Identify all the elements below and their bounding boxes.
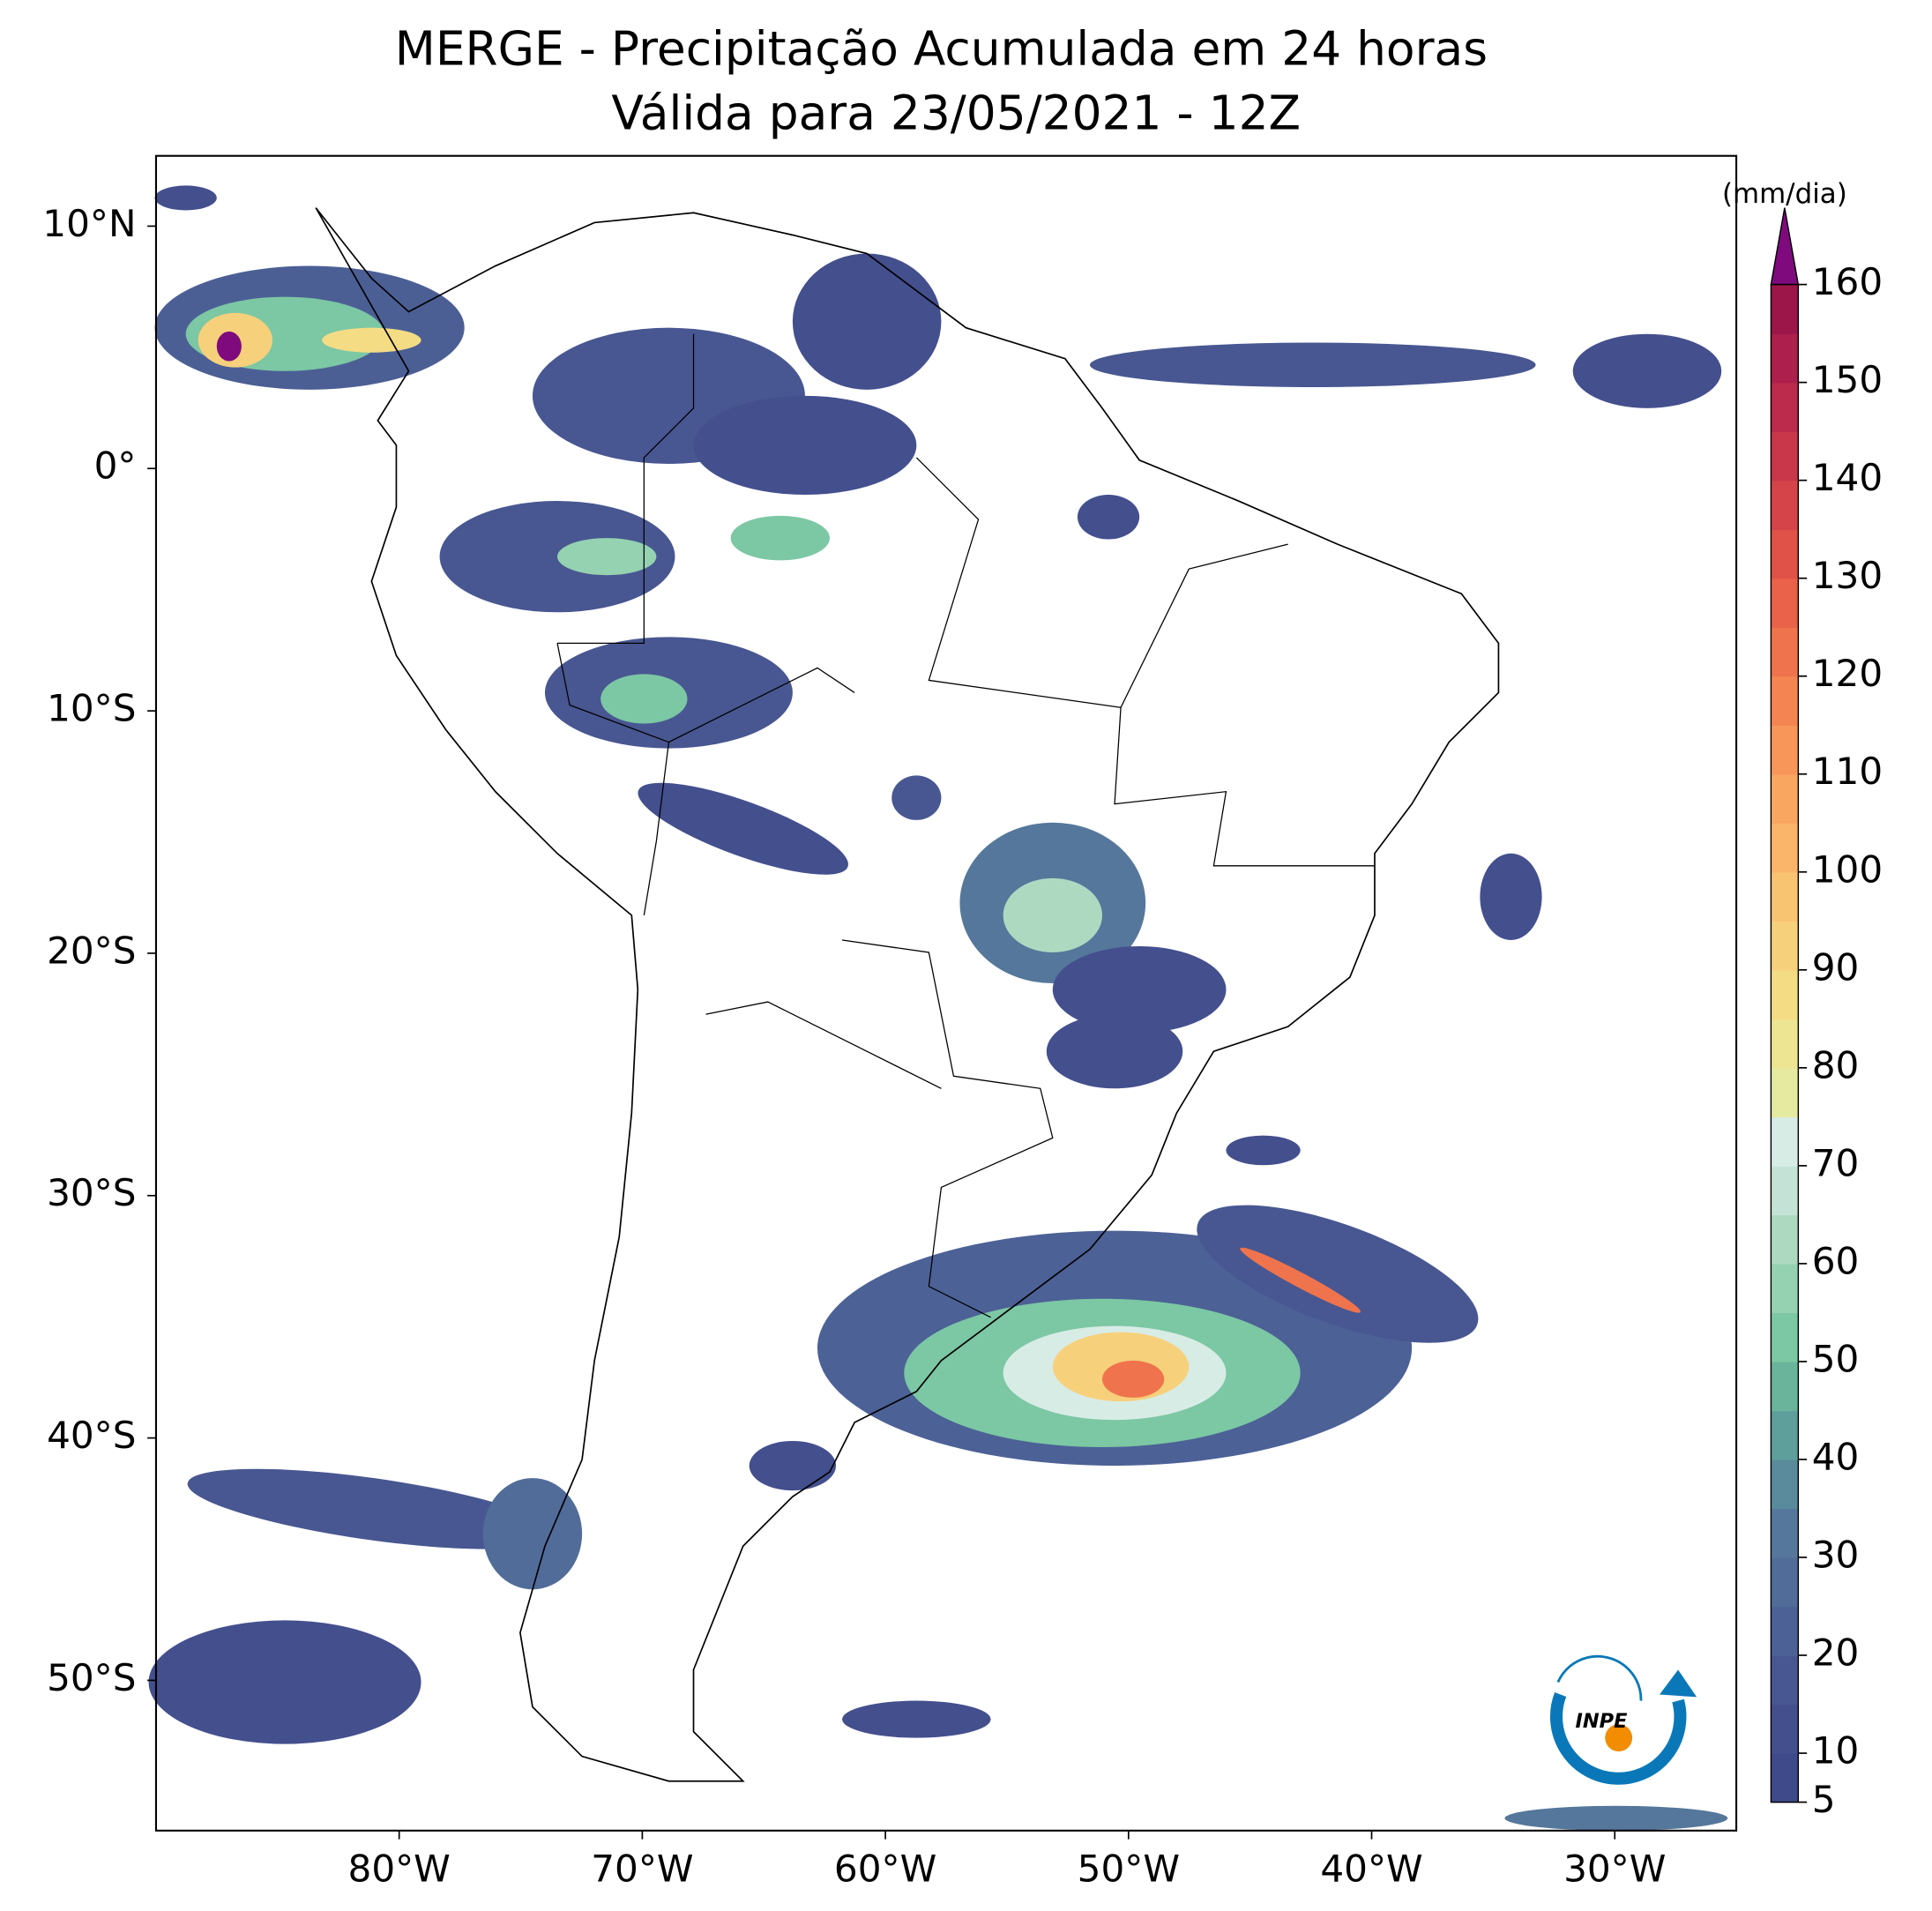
colorbar-segment (1771, 1753, 1799, 1803)
y-tick-label: 10°S (47, 687, 136, 730)
colorbar-segment (1771, 382, 1799, 432)
colorbar-segment (1771, 871, 1799, 922)
colorbar-tick-label: 100 (1812, 847, 1883, 891)
colorbar-tick-label: 140 (1812, 456, 1883, 499)
colorbar-tick-label: 90 (1812, 945, 1860, 989)
x-tick-label: 60°W (834, 1848, 936, 1891)
colorbar-tick-label: 50 (1812, 1337, 1860, 1380)
colorbar-extension (1770, 207, 1800, 286)
colorbar-segment (1771, 1508, 1799, 1558)
colorbar-tick-label: 110 (1812, 750, 1883, 793)
colorbar-tick-label: 130 (1812, 554, 1883, 597)
colorbar-segment (1771, 333, 1799, 384)
colorbar-segment (1771, 1067, 1799, 1118)
y-tick-label: 20°S (47, 929, 136, 972)
logo-text: INPE (1576, 1710, 1629, 1733)
colorbar-segment (1771, 1606, 1799, 1656)
x-tick-label: 70°W (591, 1848, 693, 1891)
colorbar-segment (1771, 1116, 1799, 1167)
colorbar-segment (1771, 969, 1799, 1020)
precipitation-field (148, 185, 1728, 1831)
colorbar-tick-label: 30 (1812, 1534, 1860, 1577)
colorbar-tick-label: 5 (1812, 1778, 1836, 1821)
subtitle: Válida para 23/05/2021 - 12Z (611, 86, 1301, 141)
x-tick-label: 40°W (1320, 1848, 1422, 1891)
colorbar-label: (mm/dia) (1722, 178, 1847, 210)
colorbar-segment (1771, 1214, 1799, 1265)
map-frame (154, 154, 1738, 1832)
colorbar-tick-label: 160 (1812, 260, 1883, 303)
colorbar-tick-label: 120 (1812, 652, 1883, 695)
colorbar-tick-label: 80 (1812, 1043, 1860, 1086)
x-tick-label: 80°W (348, 1848, 451, 1891)
colorbar-segment (1771, 1361, 1799, 1412)
colorbar-frame (1770, 283, 1800, 1803)
x-tick-label: 30°W (1563, 1848, 1666, 1891)
colorbar-segment (1771, 1019, 1799, 1069)
colorbar-segment (1771, 529, 1799, 579)
country-borders (556, 333, 1375, 1318)
colorbar-segment (1771, 431, 1799, 481)
colorbar-segment (1771, 823, 1799, 873)
coastline (315, 207, 1500, 1782)
colorbar-tick-label: 40 (1812, 1435, 1860, 1478)
colorbar-segment (1771, 284, 1799, 334)
colorbar-segment (1771, 773, 1799, 824)
colorbar-segment (1771, 1165, 1799, 1216)
x-tick-label: 50°W (1078, 1848, 1180, 1891)
colorbar-tick-label: 60 (1812, 1239, 1860, 1282)
inpe-logo: INPE (1550, 1654, 1697, 1785)
colorbar-segment (1771, 578, 1799, 628)
colorbar-segment (1771, 1312, 1799, 1362)
y-tick-label: 30°S (47, 1171, 136, 1214)
colorbar-segment (1771, 921, 1799, 971)
y-tick-label: 50°S (47, 1656, 136, 1699)
colorbar-segment (1771, 1263, 1799, 1314)
title: MERGE - Precipitação Acumulada em 24 hor… (395, 21, 1488, 77)
colorbar-segment (1771, 725, 1799, 775)
colorbar-segment (1771, 480, 1799, 530)
colorbar-segment (1771, 627, 1799, 677)
colorbar-segment (1771, 1410, 1799, 1460)
colorbar-tick-label: 70 (1812, 1141, 1860, 1184)
y-tick-label: 40°S (47, 1414, 136, 1457)
colorbar-segment (1771, 676, 1799, 726)
colorbar-segment (1771, 1704, 1799, 1754)
colorbar-tick-label: 20 (1812, 1631, 1860, 1675)
colorbar-tick-label: 10 (1812, 1729, 1860, 1773)
colorbar-segment (1771, 1556, 1799, 1608)
y-tick-label: 0° (94, 444, 137, 488)
colorbar-tick-label: 150 (1812, 358, 1883, 401)
colorbar-segment (1771, 1655, 1799, 1706)
colorbar-segment (1771, 1459, 1799, 1510)
y-tick-label: 10°N (42, 202, 136, 245)
